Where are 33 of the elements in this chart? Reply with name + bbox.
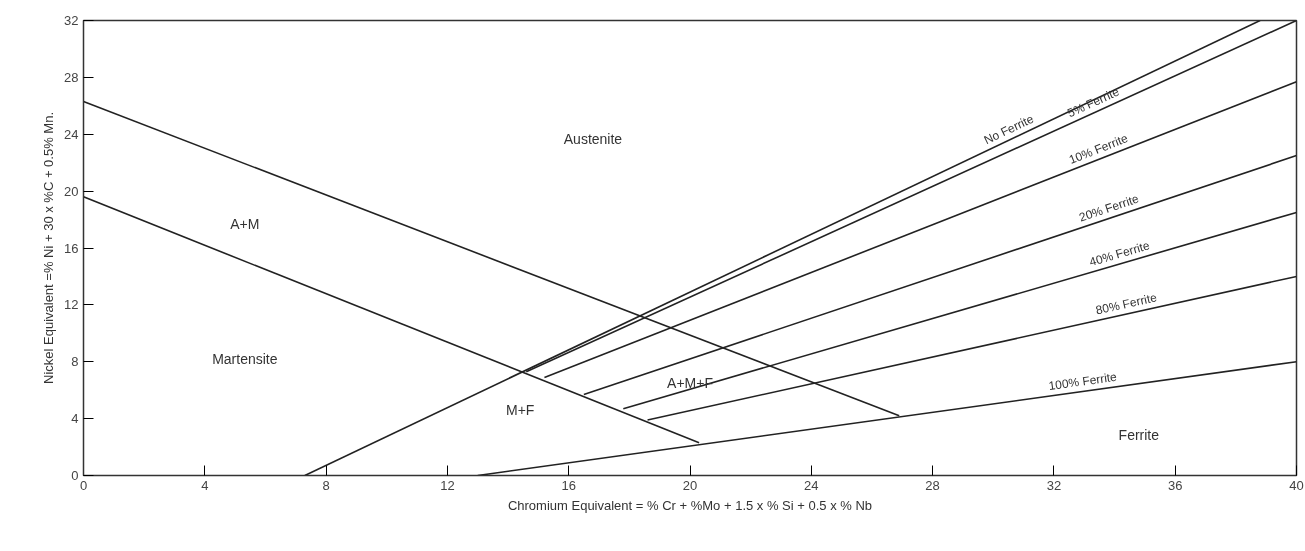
y-tick-label: 4 xyxy=(71,411,79,427)
text: No Ferrite xyxy=(981,111,1037,148)
annotation: Martensite xyxy=(212,351,278,368)
x-tick-label: 12 xyxy=(440,477,455,493)
y-tick-label: 8 xyxy=(71,354,79,370)
x-tick-label: 36 xyxy=(1167,477,1183,493)
y-tick-label: 28 xyxy=(64,69,79,85)
annotation: M+F xyxy=(505,401,535,418)
text: 10% Ferrite xyxy=(1066,131,1131,167)
x-tick-label: 40 xyxy=(1289,477,1304,493)
x-tick-label: 16 xyxy=(561,477,576,493)
y-tick-label: 16 xyxy=(64,240,79,256)
x-tick-label: 20 xyxy=(682,477,698,493)
x-tick-label: 32 xyxy=(1046,477,1062,493)
y-tick-label: 24 xyxy=(64,126,79,142)
text: 40% Ferrite xyxy=(1087,238,1152,270)
annotation: Ferrite xyxy=(1118,427,1160,444)
x-axis-title: Chromium Equivalent = % Cr + %Mo + 1.5 x % Si + 0.5 x % Nb xyxy=(507,497,873,513)
x-tick-label: 4 xyxy=(201,477,209,493)
y-tick-label: 32 xyxy=(64,13,79,28)
x-tick-label: 28 xyxy=(925,477,940,493)
text: 80% Ferrite xyxy=(1094,290,1159,318)
y-tick-label: 20 xyxy=(64,183,79,199)
y-axis-title: Nickel Equivalent =% Ni + 30 x %C + 0.5% Mn. xyxy=(41,111,57,385)
annotation: A+M xyxy=(230,215,260,232)
text: 20% Ferrite xyxy=(1077,191,1141,225)
annotation: A+M+F xyxy=(667,375,713,392)
x-tick-label: 24 xyxy=(804,477,819,493)
y-tick-label: 12 xyxy=(64,297,79,313)
text: 5% Ferrite xyxy=(1065,84,1122,121)
annotation: Austenite xyxy=(563,130,623,147)
text: 100% Ferrite xyxy=(1047,369,1118,394)
x-tick-label: 8 xyxy=(322,477,330,493)
